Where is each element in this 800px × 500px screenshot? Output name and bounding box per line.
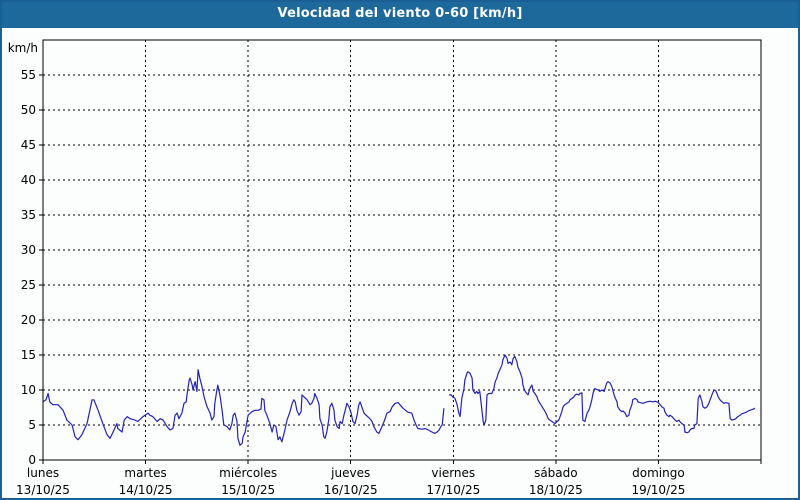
date-label: 16/10/25 bbox=[324, 483, 378, 497]
day-label: miércoles bbox=[219, 466, 277, 480]
y-tick-label: 30 bbox=[21, 243, 36, 257]
day-label: jueves bbox=[330, 466, 370, 480]
y-tick-label: 0 bbox=[28, 453, 36, 467]
date-label: 19/10/25 bbox=[631, 483, 685, 497]
date-label: 18/10/25 bbox=[529, 483, 583, 497]
y-tick-label: 20 bbox=[21, 313, 36, 327]
wind-speed-line bbox=[42, 369, 445, 446]
plot-border bbox=[42, 39, 762, 461]
day-label: lunes bbox=[27, 466, 59, 480]
y-tick-label: 55 bbox=[21, 68, 36, 82]
day-label: viernes bbox=[431, 466, 475, 480]
date-label: 14/10/25 bbox=[119, 483, 173, 497]
day-label: martes bbox=[124, 466, 166, 480]
day-label: sábado bbox=[534, 466, 578, 480]
y-axis-unit-label: km/h bbox=[8, 41, 38, 55]
wind-speed-line bbox=[449, 354, 756, 434]
date-label: 13/10/25 bbox=[16, 483, 70, 497]
chart-title: Velocidad del viento 0-60 [km/h] bbox=[0, 0, 800, 28]
y-tick-label: 50 bbox=[21, 103, 36, 117]
y-tick-label: 35 bbox=[21, 208, 36, 222]
y-tick-label: 40 bbox=[21, 173, 36, 187]
y-tick-label: 15 bbox=[21, 348, 36, 362]
date-label: 17/10/25 bbox=[426, 483, 480, 497]
day-label: domingo bbox=[632, 466, 685, 480]
date-label: 15/10/25 bbox=[221, 483, 275, 497]
y-tick-label: 45 bbox=[21, 138, 36, 152]
y-tick-label: 25 bbox=[21, 278, 36, 292]
y-tick-label: 10 bbox=[21, 383, 36, 397]
y-tick-label: 5 bbox=[28, 418, 36, 432]
